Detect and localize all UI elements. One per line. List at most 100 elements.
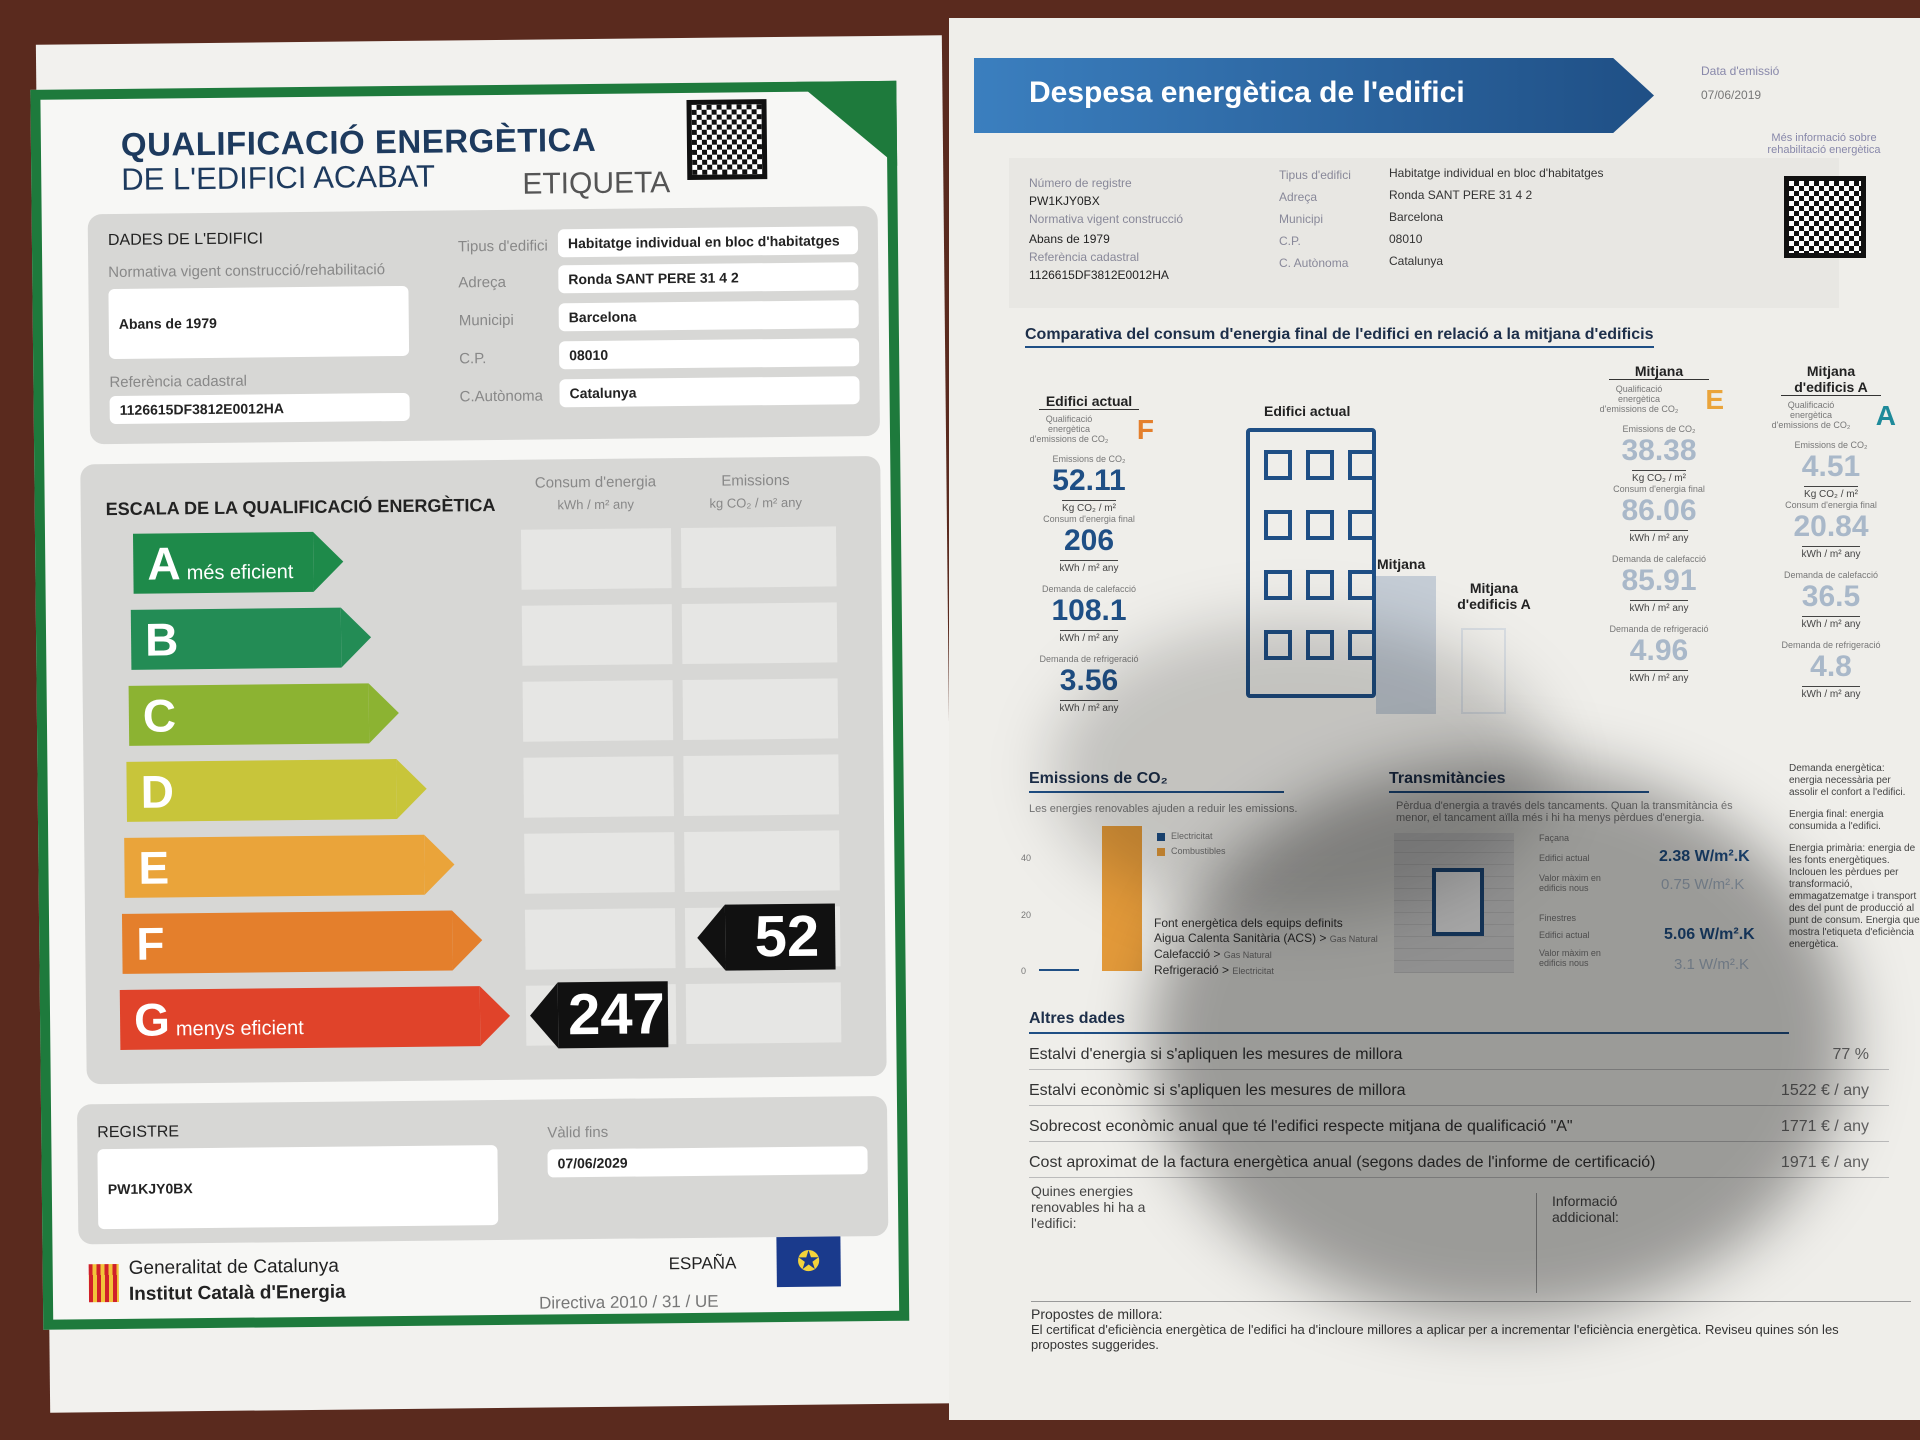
actual-label: Edifici actual: [1539, 930, 1590, 940]
calefaccio-value: 108.1: [1051, 594, 1127, 627]
sources-title: Font energètica dels equips definits: [1154, 916, 1343, 930]
field-value: Catalunya: [559, 376, 860, 408]
refrigeracio-label: Demanda de refrigeració: [1039, 654, 1139, 664]
unit-label: kWh / m² any: [1059, 630, 1119, 644]
registre-panel: REGISTRE PW1KJY0BX Vàlid fins 07/06/2029: [76, 1095, 889, 1245]
energy-class-f: F: [121, 910, 453, 974]
refrigeracio-label: Refrigeració >: [1154, 963, 1230, 977]
comparativa-title: Comparativa del consum d'energia final d…: [1025, 326, 1654, 348]
report-title: Despesa energètica de l'edifici: [1029, 76, 1465, 109]
referencia-value: 1126615DF3812E0012HA: [109, 392, 410, 425]
legend-entry: Combustibles: [1171, 846, 1226, 856]
legend-swatch: [1157, 833, 1165, 841]
field-label: C.P.: [1279, 234, 1301, 248]
consum-value: 206: [1063, 524, 1115, 557]
field-label: Adreça: [1279, 190, 1318, 204]
class-letter: E: [138, 841, 170, 894]
emissions-value: 38.38: [1621, 434, 1697, 467]
axis-tick: 20: [1021, 910, 1032, 920]
report-title-banner: Despesa energètica de l'edifici: [974, 58, 1654, 133]
field-value: Habitatge individual en bloc d'habitatge…: [557, 226, 859, 258]
qualif-label: Qualificació energètica d'emissions de C…: [1599, 384, 1679, 414]
valid-value: 07/06/2029: [547, 1146, 868, 1178]
mitjana-a-building-icon: [1461, 628, 1506, 714]
field-value: Catalunya: [1389, 254, 1444, 268]
altres-label: Cost aproximat de la factura energètica …: [1029, 1154, 1656, 1171]
column-heading: Mitjana d'edificis A: [1781, 363, 1881, 396]
window-icon: [1432, 868, 1484, 936]
refrigeracio-value: 4.96: [1629, 634, 1689, 667]
altres-label: Estalvi d'energia si s'apliquen les mesu…: [1029, 1046, 1403, 1063]
calefaccio-label: Demanda de calefacció: [1041, 584, 1137, 594]
issue-date-value: 07/06/2019: [1701, 88, 1762, 102]
unit-label: kWh / m² any: [1059, 700, 1119, 714]
unit-label: kWh / m² any: [1059, 560, 1119, 574]
refrigeracio-label: Demanda de refrigeració: [1781, 640, 1881, 650]
info-adicional-label: Informació addicional:: [1536, 1193, 1636, 1293]
emissions-cell: [685, 982, 842, 1045]
class-value: F: [1136, 414, 1154, 445]
energy-class-e: E: [124, 834, 425, 898]
referencia-value: 1126615DF3812E0012HA: [1029, 268, 1169, 282]
unit-label: kWh / m² any: [1629, 670, 1689, 684]
class-letter: C: [142, 689, 177, 742]
unit-label: kWh / m² any: [1801, 546, 1861, 560]
consum-value: 20.84: [1793, 510, 1869, 543]
espana-text: ESPAÑA: [668, 1253, 737, 1274]
field-label: Municipi: [458, 311, 514, 330]
calefaccio-value: 36.5: [1801, 580, 1861, 613]
co2-subtitle: Les energies renovables ajuden a reduir …: [1029, 803, 1298, 815]
emissions-cell: [684, 830, 840, 893]
acs-label: Aigua Calenta Sanitària (ACS) >: [1154, 931, 1327, 945]
field-value: Barcelona: [558, 300, 859, 332]
energy-report-document: Despesa energètica de l'edifici Data d'e…: [949, 18, 1920, 1420]
altres-row: Cost aproximat de la factura energètica …: [1029, 1148, 1889, 1178]
illustration-mitjana-a-label: Mitjana d'edificis A: [1457, 580, 1531, 612]
class-value: A: [1875, 400, 1896, 431]
maxim-label: Valor màxim en edificis nous: [1539, 948, 1601, 968]
consum-cell: [521, 604, 673, 666]
unit-label: Kg CO₂ / m²: [1632, 470, 1686, 484]
report-building-data: Número de registre PW1KJY0BX Normativa v…: [1009, 158, 1839, 308]
refrigeracio-value: 3.56: [1059, 664, 1119, 697]
calefaccio-value: Gas Natural: [1223, 950, 1272, 960]
directiva-text: Directiva 2010 / 31 / UE: [538, 1291, 719, 1313]
calefaccio-label: Demanda de calefacció: [1783, 570, 1879, 580]
class-note: més eficient: [186, 561, 294, 585]
finestres-max-value: 3.1 W/m².K: [1674, 956, 1750, 973]
energy-label-document: QUALIFICACIÓ ENERGÈTICA DE L'EDIFICI ACA…: [30, 35, 957, 1413]
calefaccio-value: 85.91: [1621, 564, 1697, 597]
emissions-label: Emissions de CO₂: [1622, 424, 1696, 434]
column-heading: Mitjana: [1609, 363, 1709, 380]
consum-label: Consum d'energia final: [1043, 514, 1135, 524]
field-label: C. Autònoma: [1279, 256, 1349, 270]
emissions-label: Emissions de CO₂: [1794, 440, 1868, 450]
emissions-header: Emissions: [721, 471, 790, 490]
altres-title: Altres dades: [1029, 1010, 1789, 1034]
unit-label: kWh / m² any: [1801, 616, 1861, 630]
emissions-unit: kg CO₂ / m² any: [709, 494, 803, 511]
field-label: C.P.: [459, 350, 487, 368]
class-note: menys eficient: [175, 1017, 304, 1041]
illustration-mitjana-label: Mitjana: [1377, 556, 1426, 572]
calefaccio-label: Calefacció >: [1154, 947, 1221, 961]
column-heading: Edifici actual: [1039, 393, 1139, 410]
field-value: Barcelona: [1389, 210, 1444, 224]
altres-value: 77 %: [1832, 1046, 1869, 1063]
emissions-label: Emissions de CO₂: [1052, 454, 1126, 464]
finestres-label: Finestres: [1539, 913, 1577, 923]
report-qr-code[interactable]: [1784, 176, 1866, 258]
consum-label: Consum d'energia final: [1613, 484, 1705, 494]
co2-fuel-bar: [1102, 826, 1142, 971]
class-value: E: [1705, 384, 1724, 415]
glossary-item: Demanda energètica: energia necessària p…: [1789, 763, 1906, 798]
actual-label: Edifici actual: [1539, 853, 1590, 863]
renovables-label: Quines energies renovables hi ha a l'edi…: [1031, 1183, 1146, 1231]
class-letter: G: [133, 993, 171, 1046]
field-label: Municipi: [1279, 212, 1324, 226]
consum-unit: kWh / m² any: [557, 496, 635, 513]
field-label: Adreça: [458, 273, 506, 292]
consum-badge: 247: [557, 981, 669, 1049]
referencia-label: Referència cadastral: [109, 372, 248, 392]
calefaccio-label: Demanda de calefacció: [1611, 554, 1707, 564]
